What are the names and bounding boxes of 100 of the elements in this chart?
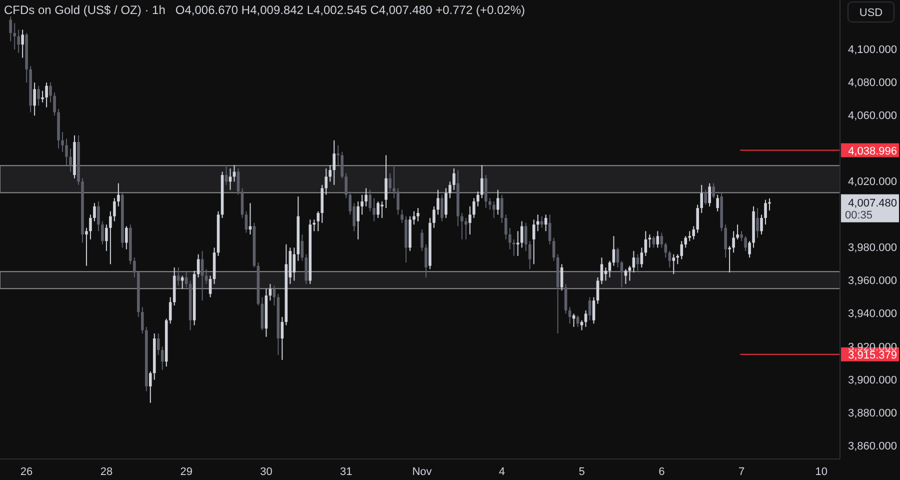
candlestick (480, 164, 484, 199)
candlestick (93, 202, 96, 222)
candlestick (700, 184, 703, 214)
candlestick (97, 200, 100, 232)
candlestick (33, 82, 36, 116)
candlestick (760, 214, 763, 235)
chart-title: CFDs on Gold (US$ / OZ) · 1h (4, 3, 166, 17)
candlestick (520, 220, 524, 248)
candlestick (156, 333, 160, 356)
y-tick-label: 4,020.000 (848, 176, 897, 188)
candlestick (744, 236, 747, 252)
candlestick (584, 310, 588, 328)
y-tick-label: 4,060.000 (848, 110, 897, 122)
candlestick (444, 188, 448, 218)
y-tick-label: 3,880.000 (848, 407, 897, 420)
candlestick (356, 200, 360, 240)
candlestick (628, 265, 632, 282)
candlestick (228, 168, 232, 190)
candlestick (448, 181, 452, 199)
x-tick-label: 5 (578, 466, 585, 478)
candlestick (508, 227, 512, 250)
y-tick-label: 4,080.000 (848, 77, 897, 90)
candlestick (105, 224, 108, 252)
candlestick (360, 194, 364, 216)
candlestick (380, 200, 384, 218)
y-tick-label: 3,940.000 (848, 308, 897, 320)
x-tick-label: 28 (100, 466, 113, 478)
candlestick (53, 92, 56, 116)
candlestick (440, 194, 444, 222)
candlestick (101, 220, 104, 245)
candlestick (196, 254, 200, 278)
candlestick (684, 236, 688, 248)
candlestick (484, 174, 488, 209)
candlestick (69, 148, 72, 172)
candlestick (424, 244, 428, 278)
candlestick (340, 151, 344, 179)
candlestick (176, 266, 180, 286)
candlestick (316, 210, 320, 232)
candlestick (368, 189, 372, 212)
candlestick (504, 214, 508, 240)
candlestick (244, 210, 248, 234)
candlestick (748, 240, 751, 258)
text: 4,007.480 (848, 197, 897, 210)
candlestick (716, 194, 719, 212)
candlestick (540, 216, 544, 228)
candlestick (536, 214, 540, 232)
candlestick (332, 140, 336, 186)
candlestick (740, 230, 743, 242)
candlestick (672, 254, 676, 275)
candlestick (524, 222, 528, 252)
candlestick (660, 232, 664, 248)
candlestick (65, 138, 68, 166)
candlestick (412, 210, 416, 226)
candlestick (204, 268, 208, 284)
candlestick (608, 260, 612, 278)
candlestick (668, 250, 672, 268)
candlestick (500, 194, 504, 224)
x-tick-label: 31 (340, 466, 352, 478)
y-tick-label: 3,860.000 (848, 440, 897, 452)
candlestick (85, 227, 88, 266)
candlestick (712, 182, 715, 199)
candlestick (512, 238, 516, 256)
x-tick-label: 6 (658, 466, 665, 478)
candlestick (21, 29, 24, 58)
x-tick-label: 26 (20, 466, 33, 478)
candlestick (148, 370, 152, 404)
candlestick (492, 200, 496, 218)
candlestick (89, 214, 92, 240)
candlestick (452, 168, 456, 190)
x-tick-label: 30 (260, 466, 272, 478)
y-tick-label: 3,900.000 (848, 374, 897, 386)
x-tick-label: Nov (412, 466, 432, 478)
candlestick (656, 230, 660, 248)
candlestick (724, 224, 727, 258)
candlestick (732, 230, 735, 254)
candlestick (464, 217, 468, 240)
candlestick (764, 199, 767, 226)
candlestick (756, 208, 759, 238)
candlestick (168, 296, 172, 324)
candlestick (344, 172, 348, 199)
ref-line-label: 4,038.996 (848, 145, 897, 158)
candlestick (708, 182, 711, 207)
candlestick (728, 246, 731, 273)
candlestick (324, 168, 328, 196)
candlestick (376, 200, 380, 218)
candlestick (141, 306, 144, 334)
y-tick-label: 4,100.000 (848, 44, 897, 56)
candlestick (736, 224, 739, 240)
candlestick (632, 250, 636, 273)
candlestick (416, 208, 420, 222)
candlestick (692, 226, 696, 240)
candlestick (388, 172, 392, 192)
candlestick (460, 212, 464, 240)
candlestick (532, 219, 536, 265)
candlestick (432, 206, 436, 228)
candlestick (236, 168, 240, 196)
candlestick (113, 198, 116, 222)
x-tick-label: 4 (498, 466, 505, 478)
candlestick (704, 189, 707, 206)
candlestick (620, 260, 624, 288)
